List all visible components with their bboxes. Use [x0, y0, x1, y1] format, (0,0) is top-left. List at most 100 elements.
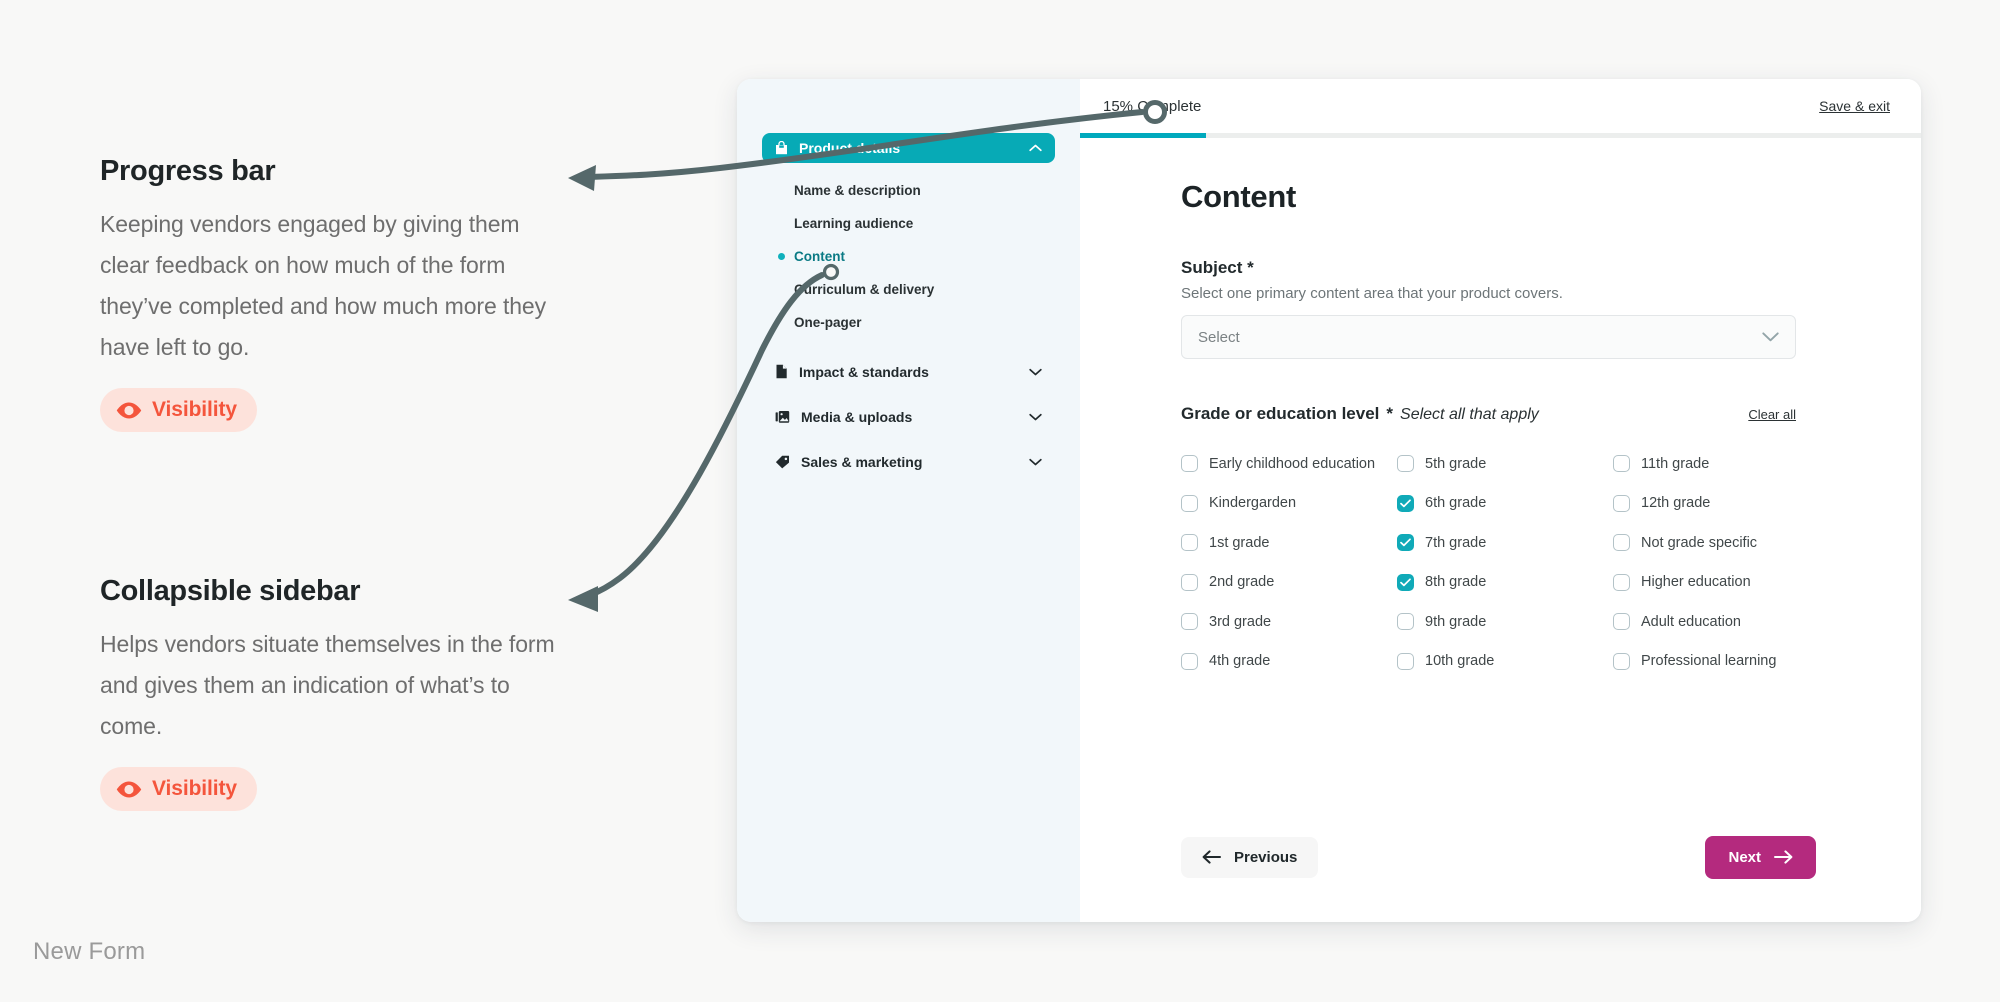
- sidebar-item-name-description[interactable]: Name & description: [737, 174, 1080, 207]
- sidebar-item-label: Learning audience: [794, 216, 914, 231]
- grade-checkbox-row[interactable]: 2nd grade: [1181, 563, 1397, 603]
- shopping-bag-icon: [775, 141, 788, 155]
- form-main-panel: 15% Complete Save & exit Content Subject…: [1080, 79, 1921, 922]
- subject-field-group: Subject * Select one primary content are…: [1181, 258, 1796, 359]
- grade-checkbox-row[interactable]: Adult education: [1613, 602, 1776, 642]
- grade-checkbox-label: Professional learning: [1641, 653, 1777, 670]
- grade-checkbox-label: Early childhood education: [1209, 455, 1376, 472]
- grade-checkbox-row[interactable]: 4th grade: [1181, 642, 1397, 682]
- checkbox-unchecked-icon[interactable]: [1613, 455, 1630, 473]
- grade-checkbox-label: 10th grade: [1425, 653, 1495, 670]
- grade-checkbox-label: 11th grade: [1641, 455, 1710, 472]
- grade-checkbox-row[interactable]: 6th grade: [1397, 484, 1613, 524]
- sidebar-group-label: Impact & standards: [799, 363, 929, 380]
- checkbox-checked-icon[interactable]: [1397, 534, 1414, 552]
- visibility-badge-label: Visibility: [152, 777, 237, 800]
- required-mark: *: [1386, 404, 1394, 423]
- sidebar-item-label: Content: [794, 249, 845, 264]
- grade-checkbox-row[interactable]: Higher education: [1613, 563, 1776, 603]
- checkbox-unchecked-icon[interactable]: [1613, 573, 1630, 591]
- annotation-title: Collapsible sidebar: [100, 575, 361, 607]
- grade-checkbox-label: 1st grade: [1209, 534, 1270, 551]
- grade-checkbox-row[interactable]: 9th grade: [1397, 602, 1613, 642]
- checkbox-unchecked-icon[interactable]: [1613, 652, 1630, 670]
- grade-checkbox-label: 9th grade: [1425, 613, 1487, 630]
- checkbox-unchecked-icon[interactable]: [1181, 573, 1198, 591]
- checkbox-unchecked-icon[interactable]: [1181, 613, 1198, 631]
- form-footer: Previous Next: [1080, 818, 1921, 922]
- checkbox-unchecked-icon[interactable]: [1181, 455, 1198, 473]
- grade-checkbox-row[interactable]: 8th grade: [1397, 563, 1613, 603]
- sidebar-item-one-pager[interactable]: One-pager: [737, 306, 1080, 339]
- chevron-up-icon[interactable]: [1029, 144, 1042, 152]
- grade-header-left: Grade or education level * Select all th…: [1181, 404, 1539, 424]
- subject-select[interactable]: Select: [1181, 315, 1796, 359]
- visibility-badge-label: Visibility: [152, 398, 237, 421]
- grade-checkbox-row[interactable]: 3rd grade: [1181, 602, 1397, 642]
- checkbox-checked-icon[interactable]: [1397, 494, 1414, 512]
- chevron-down-icon[interactable]: [1029, 458, 1042, 466]
- checkbox-unchecked-icon[interactable]: [1181, 494, 1198, 512]
- progress-bar-track: [1080, 133, 1921, 138]
- grade-checkbox-row[interactable]: Kindergarden: [1181, 484, 1397, 524]
- grade-checkbox-label: 4th grade: [1209, 653, 1271, 670]
- progress-bar-fill: [1080, 133, 1207, 138]
- sidebar-item-label: One-pager: [794, 315, 862, 330]
- next-button-label: Next: [1728, 848, 1761, 866]
- subject-label: Subject *: [1181, 258, 1796, 278]
- sidebar-item-learning-audience[interactable]: Learning audience: [737, 207, 1080, 240]
- checkbox-unchecked-icon[interactable]: [1397, 613, 1414, 631]
- grade-checkbox-row[interactable]: 1st grade: [1181, 523, 1397, 563]
- next-button[interactable]: Next: [1705, 835, 1816, 879]
- grade-checkbox-label: 7th grade: [1425, 534, 1487, 551]
- chevron-down-icon[interactable]: [1029, 368, 1042, 376]
- grade-checkbox-label: 12th grade: [1641, 495, 1711, 512]
- checkbox-unchecked-icon[interactable]: [1613, 613, 1630, 631]
- required-mark: *: [1247, 258, 1254, 277]
- checkbox-unchecked-icon[interactable]: [1181, 534, 1198, 552]
- previous-button-label: Previous: [1234, 848, 1298, 866]
- eye-icon: [116, 402, 142, 419]
- chevron-down-icon: [1762, 332, 1779, 342]
- form-sidebar: Product details Name & description Learn…: [737, 79, 1080, 922]
- annotation-body: Keeping vendors engaged by giving them c…: [100, 211, 547, 360]
- checkbox-unchecked-icon[interactable]: [1397, 652, 1414, 670]
- annotation-progress-bar: Progress bar Keeping vendors engaged by …: [100, 155, 570, 432]
- grade-label: Grade or education level: [1181, 404, 1380, 423]
- grade-checkbox-label: 2nd grade: [1209, 574, 1275, 591]
- sidebar-group-impact-standards[interactable]: Impact & standards: [762, 349, 1055, 394]
- sidebar-group-sales-marketing[interactable]: Sales & marketing: [762, 439, 1055, 484]
- checkbox-unchecked-icon[interactable]: [1397, 455, 1414, 473]
- grade-checkbox-label: Kindergarden: [1209, 495, 1297, 512]
- sidebar-subitems-product-details: Name & description Learning audience Con…: [737, 169, 1080, 349]
- checkbox-unchecked-icon[interactable]: [1613, 494, 1630, 512]
- tag-icon: [775, 455, 790, 469]
- arrow-left-icon: [1202, 850, 1221, 864]
- images-icon: [775, 410, 790, 424]
- grade-column: Early childhood education Kindergarden 1st…: [1181, 444, 1397, 681]
- checkbox-unchecked-icon[interactable]: [1181, 652, 1198, 670]
- grade-checkbox-row[interactable]: Early childhood education: [1181, 444, 1397, 484]
- annotation-body: Helps vendors situate themselves in the …: [100, 631, 555, 739]
- sidebar-item-content[interactable]: Content: [737, 240, 1080, 273]
- grade-checkbox-row[interactable]: Not grade specific: [1613, 523, 1776, 563]
- chevron-down-icon[interactable]: [1029, 413, 1042, 421]
- grade-checkbox-row[interactable]: 7th grade: [1397, 523, 1613, 563]
- checkbox-checked-icon[interactable]: [1397, 573, 1414, 591]
- subject-help-text: Select one primary content area that you…: [1181, 285, 1563, 302]
- save-and-exit-link[interactable]: Save & exit: [1819, 98, 1890, 114]
- checkbox-unchecked-icon[interactable]: [1613, 534, 1630, 552]
- grade-checkbox-row[interactable]: 11th grade: [1613, 444, 1776, 484]
- sidebar-group-label: Sales & marketing: [801, 453, 923, 470]
- previous-button[interactable]: Previous: [1181, 836, 1319, 878]
- sidebar-item-curriculum-delivery[interactable]: Curriculum & delivery: [737, 273, 1080, 306]
- grade-checkbox-row[interactable]: 5th grade: [1397, 444, 1613, 484]
- grade-checkbox-row[interactable]: 12th grade: [1613, 484, 1776, 524]
- sidebar-group-product-details[interactable]: Product details: [762, 133, 1055, 163]
- grade-checkbox-label: Not grade specific: [1641, 534, 1758, 551]
- grade-checkbox-row[interactable]: Professional learning: [1613, 642, 1776, 682]
- clear-all-link[interactable]: Clear all: [1748, 407, 1796, 422]
- visibility-badge: Visibility: [100, 767, 257, 811]
- sidebar-group-media-uploads[interactable]: Media & uploads: [762, 394, 1055, 439]
- grade-checkbox-row[interactable]: 10th grade: [1397, 642, 1613, 682]
